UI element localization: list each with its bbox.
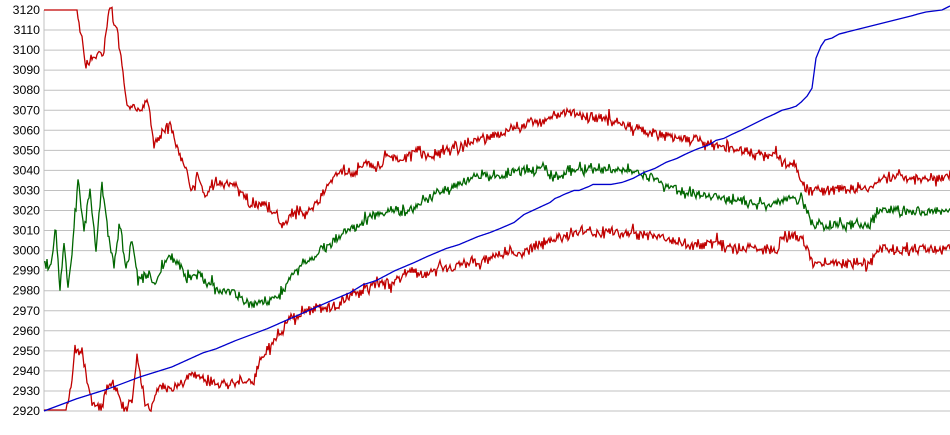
svg-text:3000: 3000 xyxy=(13,244,41,258)
svg-text:3090: 3090 xyxy=(13,63,41,77)
svg-text:3050: 3050 xyxy=(13,143,41,157)
svg-text:3060: 3060 xyxy=(13,123,41,137)
svg-text:3100: 3100 xyxy=(13,43,41,57)
svg-text:2960: 2960 xyxy=(13,324,41,338)
svg-text:3040: 3040 xyxy=(13,163,41,177)
svg-text:2920: 2920 xyxy=(13,404,41,418)
svg-text:3030: 3030 xyxy=(13,183,41,197)
svg-text:3080: 3080 xyxy=(13,83,41,97)
svg-text:2950: 2950 xyxy=(13,344,41,358)
svg-text:2970: 2970 xyxy=(13,304,41,318)
svg-text:3070: 3070 xyxy=(13,103,41,117)
svg-text:2990: 2990 xyxy=(13,264,41,278)
svg-text:3010: 3010 xyxy=(13,224,41,238)
svg-text:3110: 3110 xyxy=(14,23,41,37)
svg-text:2980: 2980 xyxy=(13,284,41,298)
svg-text:3020: 3020 xyxy=(13,204,41,218)
svg-text:2930: 2930 xyxy=(13,384,41,398)
svg-text:3120: 3120 xyxy=(13,3,41,17)
svg-text:2940: 2940 xyxy=(13,364,41,378)
